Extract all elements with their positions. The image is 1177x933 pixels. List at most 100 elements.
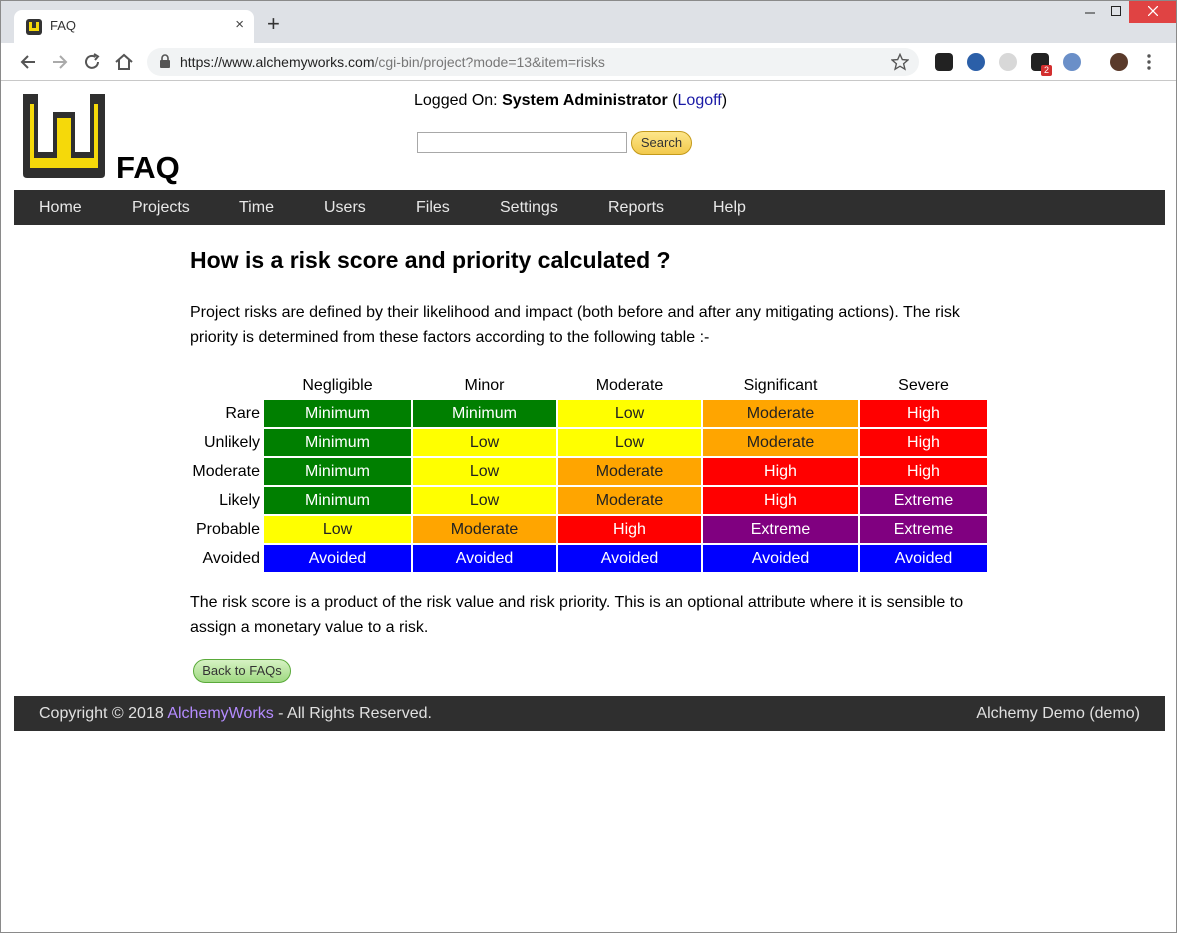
risk-cell: High	[860, 429, 987, 456]
alchemy-logo	[23, 94, 105, 178]
nav-item-help[interactable]: Help	[713, 199, 746, 216]
risk-cell: Minimum	[264, 400, 411, 427]
risk-cell: Low	[558, 429, 701, 456]
url-text: https://www.alchemyworks.com/cgi-bin/pro…	[180, 54, 605, 70]
tab-close-icon[interactable]: ×	[235, 16, 244, 33]
copyright-prefix: Copyright © 2018	[39, 705, 168, 722]
risk-cell: Minimum	[264, 429, 411, 456]
back-to-faqs-button[interactable]: Back to FAQs	[193, 659, 291, 683]
corner-cell	[192, 373, 262, 398]
risk-cell: Extreme	[703, 516, 858, 543]
alchemy-favicon-icon	[26, 19, 42, 35]
nav-item-projects[interactable]: Projects	[132, 199, 190, 216]
table-row: Rare Minimum Minimum Low Moderate High	[192, 400, 987, 427]
close-window-button[interactable]	[1129, 1, 1176, 23]
maximize-button[interactable]	[1093, 1, 1139, 23]
table-row: Avoided Avoided Avoided Avoided Avoided …	[192, 545, 987, 572]
tab-title: FAQ	[50, 18, 77, 33]
risk-cell: Avoided	[264, 545, 411, 572]
nav-item-users[interactable]: Users	[324, 199, 366, 216]
search-button[interactable]: Search	[631, 131, 692, 155]
risk-cell: Moderate	[413, 516, 556, 543]
row-label: Likely	[219, 491, 260, 509]
faq-content: How is a risk score and priority calcula…	[190, 247, 990, 350]
back-arrow-icon[interactable]	[17, 51, 39, 73]
table-row: Likely Minimum Low Moderate High Extreme	[192, 487, 987, 514]
table-row: Probable Low Moderate High Extreme Extre…	[192, 516, 987, 543]
row-label: Moderate	[192, 462, 260, 480]
risk-cell: Low	[558, 400, 701, 427]
column-header: Minor	[464, 376, 505, 394]
company-link[interactable]: AlchemyWorks	[167, 705, 274, 722]
circle-extension-icon[interactable]	[999, 53, 1017, 71]
risk-cell: Extreme	[860, 487, 987, 514]
nav-item-time[interactable]: Time	[239, 199, 274, 216]
logoff-link[interactable]: Logoff	[677, 92, 722, 109]
risk-cell: High	[703, 487, 858, 514]
e-extension-icon[interactable]	[967, 53, 985, 71]
question-title: How is a risk score and priority calcula…	[190, 247, 671, 273]
address-bar[interactable]: https://www.alchemyworks.com/cgi-bin/pro…	[147, 48, 919, 76]
copyright-suffix: - All Rights Reserved.	[273, 705, 432, 722]
risk-cell: Extreme	[860, 516, 987, 543]
copyright: Copyright © 2018 AlchemyWorks - All Righ…	[39, 696, 432, 731]
nav-item-home[interactable]: Home	[39, 199, 82, 216]
risk-cell: Moderate	[558, 458, 701, 485]
risk-cell: Low	[413, 487, 556, 514]
nav-item-reports[interactable]: Reports	[608, 199, 665, 216]
browser-toolbar: https://www.alchemyworks.com/cgi-bin/pro…	[1, 43, 1176, 81]
maximize-icon	[1111, 6, 1121, 16]
title-bar: FAQ × +	[1, 1, 1176, 43]
risk-cell: Avoided	[558, 545, 701, 572]
intro-paragraph: Project risks are defined by their likel…	[190, 304, 960, 346]
outro-paragraph: The risk score is a product of the risk …	[190, 594, 964, 636]
extension-badge: 2	[1041, 65, 1053, 76]
row-label: Probable	[195, 520, 260, 538]
risk-cell: Avoided	[860, 545, 987, 572]
risk-cell: Low	[264, 516, 411, 543]
column-header: Negligible	[302, 376, 373, 394]
search-input[interactable]	[417, 132, 627, 153]
bookmark-star-icon[interactable]	[891, 53, 909, 71]
menu-dots-icon[interactable]	[1146, 53, 1152, 71]
new-tab-button[interactable]: +	[267, 11, 280, 36]
browser-tab[interactable]: FAQ ×	[14, 10, 254, 43]
web-page: FAQ Logged On: System Administrator (Log…	[1, 82, 1176, 932]
nav-item-settings[interactable]: Settings	[500, 199, 558, 216]
table-row: Unlikely Minimum Low Low Moderate High	[192, 429, 987, 456]
risk-cell: High	[860, 458, 987, 485]
blackberry-extension-icon[interactable]	[935, 53, 953, 71]
nav-item-files[interactable]: Files	[416, 199, 450, 216]
url-path: /cgi-bin/project?mode=13&item=risks	[374, 54, 605, 70]
footer: Copyright © 2018 AlchemyWorks - All Righ…	[14, 696, 1165, 731]
table-header-row: Negligible Minor Moderate Significant Se…	[192, 373, 987, 398]
profile-avatar[interactable]	[1110, 53, 1128, 71]
home-icon[interactable]	[113, 51, 135, 73]
minimize-icon	[1085, 12, 1095, 14]
risk-cell: Avoided	[703, 545, 858, 572]
login-status: Logged On: System Administrator (Logoff)	[414, 92, 728, 109]
risk-cell: Low	[413, 458, 556, 485]
user-name: System Administrator	[502, 92, 668, 109]
instance-name: Alchemy Demo (demo)	[976, 705, 1140, 722]
main-nav: Home Projects Time Users Files Settings …	[14, 190, 1165, 225]
row-label: Avoided	[202, 549, 260, 567]
column-header: Significant	[743, 376, 818, 394]
globe-extension-icon[interactable]	[1063, 53, 1081, 71]
page-heading: FAQ	[116, 150, 180, 185]
risk-cell: Moderate	[558, 487, 701, 514]
minimize-button[interactable]	[1067, 1, 1113, 23]
risk-cell: High	[558, 516, 701, 543]
risk-cell: Minimum	[264, 458, 411, 485]
risk-cell: Minimum	[413, 400, 556, 427]
column-header: Moderate	[595, 376, 664, 394]
risk-cell: Moderate	[703, 400, 858, 427]
forward-arrow-icon[interactable]	[49, 51, 71, 73]
row-label: Unlikely	[203, 433, 260, 451]
risk-cell: Low	[413, 429, 556, 456]
close-icon	[1147, 5, 1158, 17]
table-row: Moderate Minimum Low Moderate High High	[192, 458, 987, 485]
reload-icon[interactable]	[81, 51, 103, 73]
risk-matrix-table: Negligible Minor Moderate Significant Se…	[190, 371, 989, 574]
